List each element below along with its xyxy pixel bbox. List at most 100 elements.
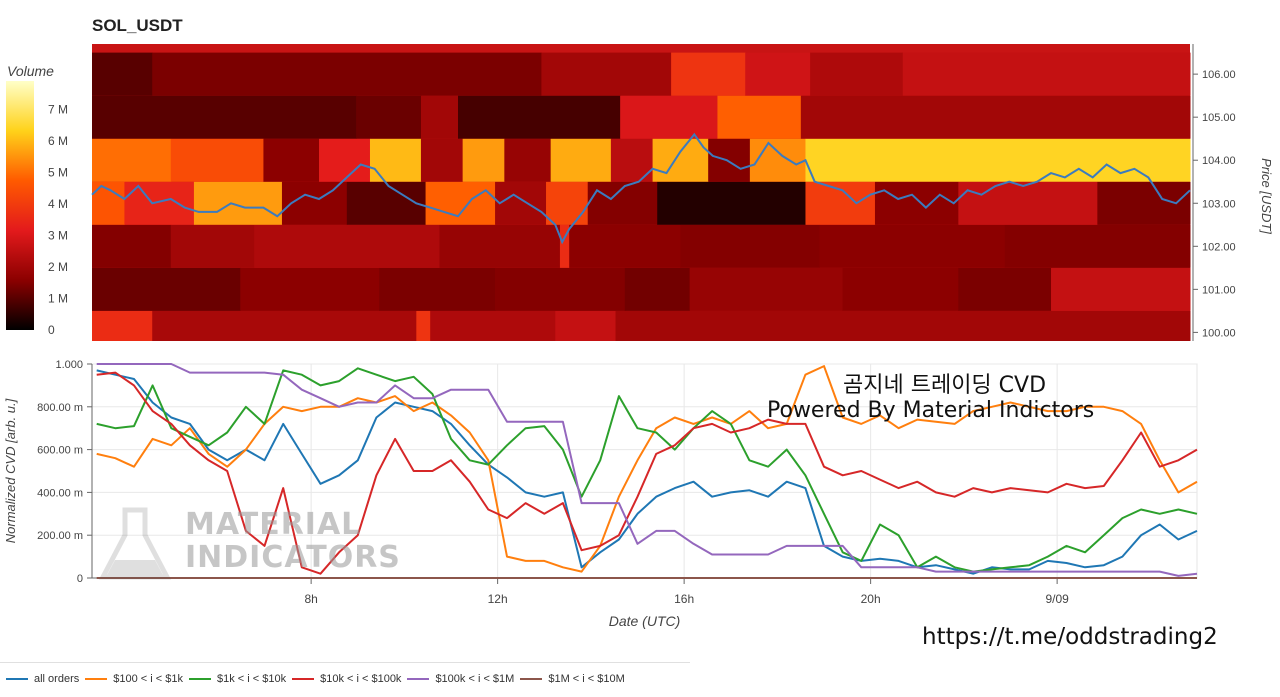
heatmap-cell [170,224,255,268]
price-line [91,132,1191,245]
heatmap-cell [624,267,691,311]
logo-watermark-text: MATERIAL INDICATORS [185,508,401,574]
heatmap-cell [689,267,844,311]
price-tick-label: 106.00 [1202,69,1236,81]
heatmap-cell [504,138,552,182]
legend-swatch [292,678,315,680]
heatmap-cell [546,181,589,225]
heatmap-cell [379,267,496,311]
heatmap-cell [420,138,464,182]
series-line--10k-i-100k [96,371,1198,575]
heatmap-cell [615,310,1191,341]
x-tick-label: 8h [304,592,317,606]
heatmap-cell [170,138,264,182]
colorbar-tick-label: 2 M [48,260,68,274]
heatmap-cell [805,138,1191,182]
colorbar-tick-label: 4 M [48,197,68,211]
price-tick-label: 104.00 [1202,155,1236,167]
colorbar-label: Volume [7,63,54,79]
heatmap-cell [1051,267,1191,311]
heatmap-cell [92,224,172,268]
heatmap-cell [92,95,357,139]
legend-swatch [407,678,430,680]
heatmap-cell [92,52,153,96]
heatmap-panel[interactable]: 100.00 101.00 102.00 103.00 104.00 105.00 106.… [0,0,1280,350]
legend-label: $100 < i < $1k [113,673,183,685]
telegram-url[interactable]: https://t.me/oddstrading2 [922,624,1218,650]
x-tick-label: 20h [861,592,881,606]
y-tick-label: 200.00 m [37,530,83,542]
heatmap-cell [680,224,820,268]
legend-label: $100k < i < $1M [435,673,515,685]
material-indicators-logo-icon [95,505,365,585]
heatmap-cell [152,310,417,341]
legend-divider [0,662,690,663]
legend-swatch [6,678,28,680]
series-line--100k-i-1m [96,363,1198,577]
heatmap-cell [92,267,241,311]
legend-item[interactable]: $1M < i < $10M [520,673,625,685]
heatmap-cell [425,181,496,225]
colorbar-tick-label: 0 [48,323,55,337]
price-tick-label: 105.00 [1202,112,1236,124]
heatmap-cell [430,310,556,341]
heatmap-cell [958,267,1052,311]
heatmap-cell [745,52,811,96]
heatmap-cell [708,138,751,182]
heatmap-cell [620,95,718,139]
heatmap-cell [254,224,440,268]
heatmap-cell [569,224,681,268]
legend-label: $1k < i < $10k [216,673,287,685]
legend-label: $1M < i < $10M [548,673,625,685]
legend-item[interactable]: $100k < i < $1M [407,673,514,685]
heatmap-cell [92,181,125,225]
x-tick-label: 16h [674,592,694,606]
legend-item[interactable]: $1k < i < $10k [188,673,287,685]
heatmap-cell [458,95,621,139]
chart-title: SOL_USDT [92,16,183,35]
price-tick-label: 100.00 [1202,327,1236,339]
heatmap-cell [805,181,876,225]
heatmap-cell [356,95,422,139]
colorbar-tick-label: 1 M [48,291,68,305]
watermark-powered-by: Powered By Material Indictors [767,398,1095,423]
heatmap-cell [842,267,959,311]
colorbar [6,81,34,330]
colorbar-tick-label: 5 M [48,165,68,179]
heatmap-cell [541,52,672,96]
x-axis-label: Date (UTC) [609,613,681,629]
chart-legend[interactable]: all orders $100 < i < $1k $1k < i < $10k $1… [6,670,631,688]
cvd-chart-panel[interactable]: 0 200.00 m 400.00 m 600.00 m 800.00 m 1.000 8h… [0,350,1280,650]
heatmap-cell [319,138,371,182]
heatmap-cell [263,138,320,182]
x-tick-label: 9/09 [1045,592,1069,606]
colorbar-tick-label: 7 M [48,102,68,116]
legend-item[interactable]: all orders [6,673,79,685]
x-tick-label: 12h [488,592,508,606]
heatmap-cell [1004,224,1191,268]
series-line--100-i-1k [96,365,1198,573]
y-tick-label: 600.00 m [37,445,83,457]
heatmap-cell [902,52,1191,96]
y-tick-label: 1.000 [55,359,83,371]
heatmap-cell [193,181,283,225]
heatmap-cell [495,267,626,311]
legend-label: all orders [34,673,80,685]
y-axis-label: Normalized CVD [arb. u.] [3,398,18,543]
y-tick-label: 800.00 m [37,402,83,414]
heatmap-cell [240,267,380,311]
heatmap-cell [92,310,153,341]
legend-swatch [520,678,543,680]
legend-item[interactable]: $10k < i < $100k [292,673,401,685]
legend-swatch [188,678,211,680]
legend-item[interactable]: $100 < i < $1k [85,673,183,685]
watermark-korean: 곰지네 트레이딩 CVD [843,373,1047,398]
y-tick-label: 400.00 m [37,487,83,499]
price-axis-label: Price [USDT] [1259,158,1274,234]
heatmap-cell [152,52,542,96]
heatmap-cell [874,181,959,225]
price-tick-label: 103.00 [1202,198,1236,210]
series-line--1k-i-10k [96,367,1198,573]
plot-area [91,363,1198,579]
heatmap-cell [810,52,904,96]
